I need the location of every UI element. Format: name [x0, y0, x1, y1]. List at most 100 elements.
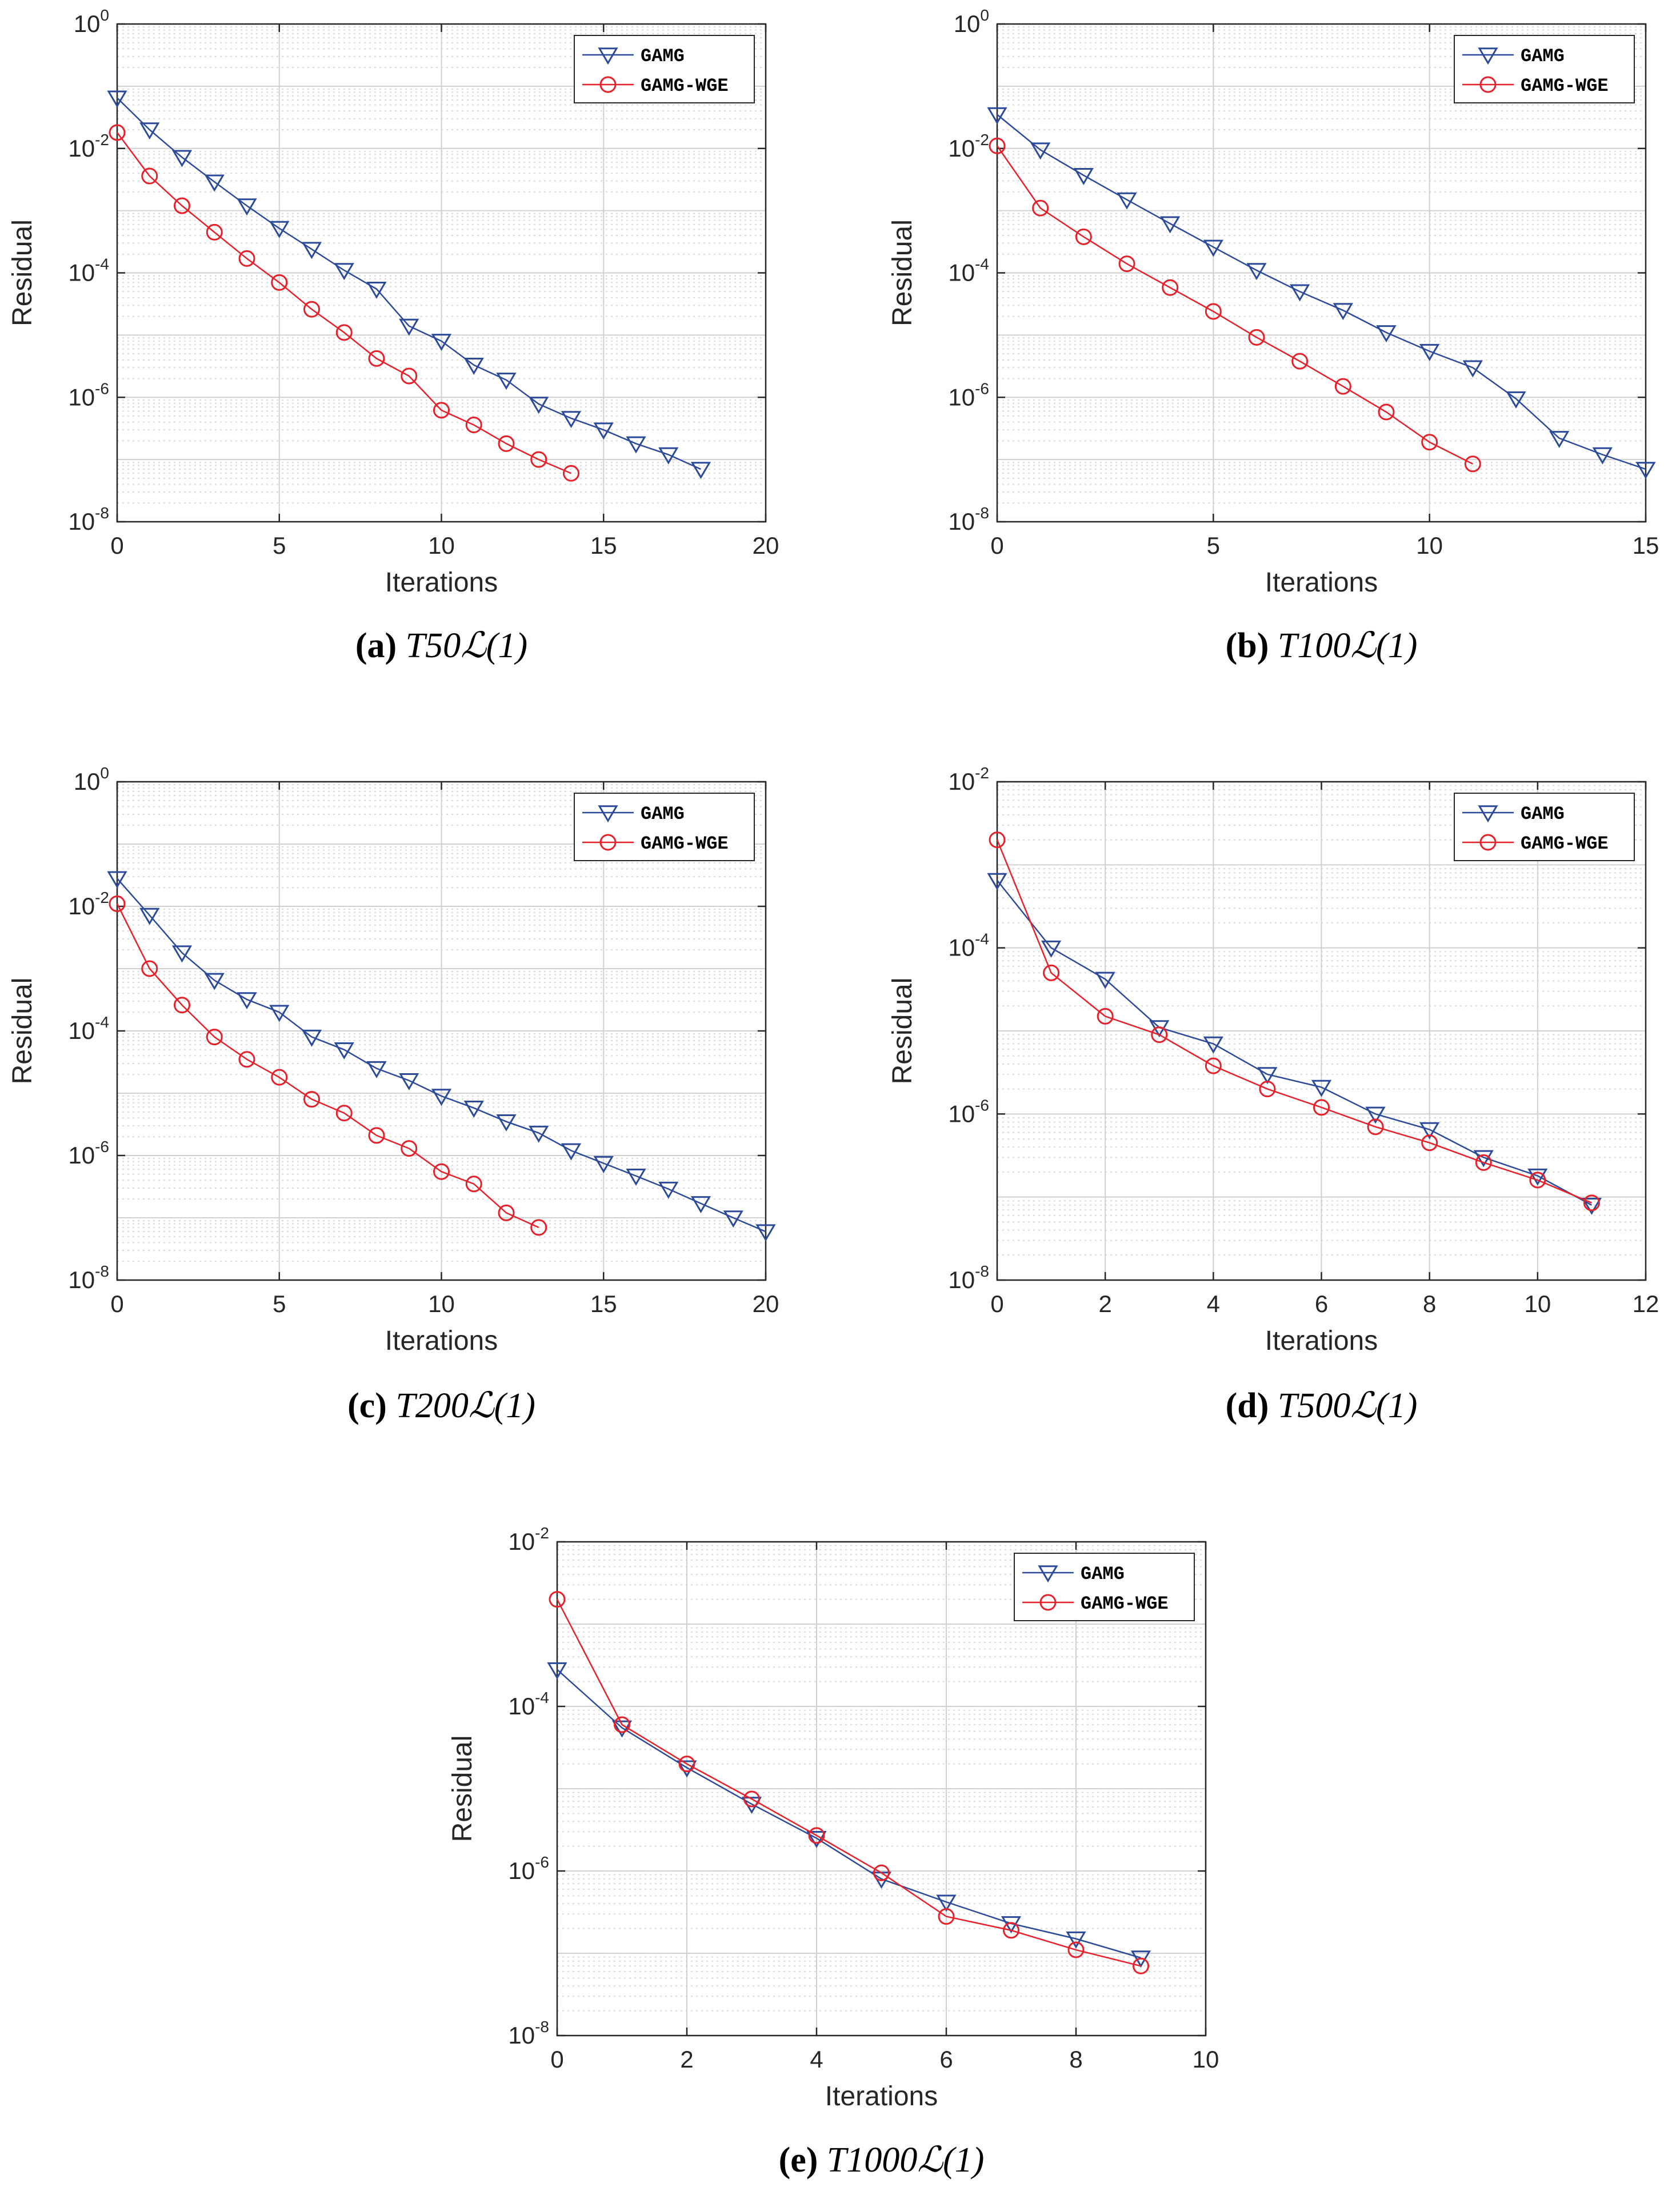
panel-c-caption: (c) T200ℒ(1) — [347, 1386, 535, 1425]
panel-b-gamg-point — [1333, 303, 1353, 321]
panel-c-gamg-wge-point — [465, 1176, 482, 1193]
panel-b-gamg-point — [1160, 216, 1181, 234]
panel-d-gamg-wge-point — [1043, 964, 1060, 981]
panel-a-gamg-point — [593, 422, 614, 440]
panel-d-gamg-point — [1311, 1079, 1332, 1097]
panel-a-x-tick-label: 20 — [753, 532, 779, 559]
panel-a-legend-gamg-wge-marker — [599, 76, 617, 93]
panel-c: 0 5 10 15 20 100 10-2 10-4 10-6 10-8 Iterations Res… — [7, 764, 779, 1425]
panel-c-gamg-point — [399, 1073, 419, 1090]
panel-b-gamg-wge-point — [1334, 378, 1351, 395]
panel-c-gamg-point — [529, 1125, 549, 1143]
panel-a-gamg-wge-point — [335, 324, 353, 341]
panel-e-y-axis-title: Residual — [447, 1736, 478, 1842]
panel-d-gamg-point — [1419, 1122, 1440, 1140]
panel-d-gamg-point — [1365, 1106, 1386, 1124]
panel-e-gamg-wge-point — [873, 1864, 890, 1881]
panel-c-gamg-point — [626, 1168, 646, 1186]
panel-a-gamg-point — [399, 318, 419, 336]
panel-d-legend-gamg-marker — [1478, 805, 1498, 823]
panel-c-gamg-wge-point — [303, 1091, 320, 1108]
panel-c-gamg-wge-point — [335, 1105, 353, 1122]
panel-d-gamg-line — [997, 879, 1593, 1206]
panel-a-gamg-point — [301, 242, 322, 259]
panel-a-gamg-point — [561, 411, 582, 429]
panel-e-x-axis-title: Iterations — [825, 2081, 938, 2112]
panel-d-legend-gamg-wge-marker — [1479, 834, 1497, 851]
panel-e-gamg-point — [611, 1720, 633, 1738]
panel-e-gamg-wge-line — [556, 1599, 1141, 1967]
panel-a-gamg-line — [117, 97, 702, 470]
panel-b-gamg-point — [1246, 263, 1267, 281]
panel-c-gamg-wge-point — [271, 1069, 288, 1086]
panel-c-gamg-point — [496, 1114, 517, 1132]
panel-c-x-tick-label: 15 — [590, 1290, 617, 1317]
panel-c-gamg-wge-point — [238, 1051, 255, 1068]
panel-e-x-tick-label: 2 — [680, 2046, 693, 2073]
panel-c-gamg-point — [139, 907, 160, 925]
panel-b-gamg-wge-point — [1032, 199, 1049, 217]
panel-c-gamg-wge-point — [401, 1140, 418, 1157]
panel-a-gamg-point — [690, 462, 711, 479]
panel-c-legend-gamg-label: GAMG — [641, 803, 685, 825]
panel-b-x-tick-label: 10 — [1416, 532, 1443, 559]
panel-a-gamg-wge-point — [563, 465, 579, 482]
panel-d-gamg-wge-point — [1313, 1099, 1330, 1116]
panel-d-gamg-point — [1095, 971, 1115, 989]
panel-d-x-tick-label: 4 — [1207, 1290, 1220, 1317]
panel-a-gamg-point — [626, 436, 646, 454]
panel-a-gamg-wge-point — [368, 350, 385, 367]
panel-e-y-tick-label: 10-6 — [508, 1853, 549, 1884]
panel-b-legend-gamg-wge-marker — [1479, 76, 1497, 93]
panel-b-x-axis-title: Iterations — [1265, 567, 1378, 598]
panel-c-gamg-point — [301, 1029, 322, 1047]
panel-d-x-tick-label: 6 — [1315, 1290, 1328, 1317]
panel-e-gamg-wge-point — [614, 1716, 630, 1733]
panel-d-gamg-wge-point — [1421, 1134, 1438, 1152]
panel-b-gamg-point — [1506, 391, 1526, 409]
panel-a-gamg-wge-line — [116, 132, 571, 474]
panel-c-gamg-wge-point — [368, 1127, 385, 1144]
panel-e: 0 2 4 6 8 10 10-2 10-4 10-6 10-8 Iterations Residua… — [447, 1524, 1219, 2180]
panel-c-gamg-wge-point — [206, 1029, 223, 1046]
panel-a-gamg-wge-point — [465, 417, 482, 434]
panel-a-gamg-point — [204, 174, 225, 192]
panel-b-gamg-point — [1376, 325, 1397, 343]
panel-a-gamg-wge-point — [498, 435, 515, 452]
panel-e-y-tick-label: 10-4 — [508, 1689, 549, 1720]
panel-e-gamg-point — [1130, 1950, 1151, 1968]
panel-a-legend-gamg-label: GAMG — [641, 46, 685, 67]
panel-a-gamg-point — [463, 358, 484, 375]
panel-b-x-tick-label: 5 — [1207, 532, 1220, 559]
panel-b-gamg-wge-line — [996, 145, 1473, 465]
panel-a-x-tick-label: 5 — [273, 532, 286, 559]
panel-e-axes-box — [556, 1541, 1207, 2037]
panel-c-gamg-wge-point — [498, 1204, 515, 1221]
panel-a-gamg-point — [366, 282, 387, 299]
panel-c-gamg-wge-point — [174, 997, 190, 1014]
panel-d-gamg-wge-line — [996, 839, 1592, 1204]
panel-c-legend: GAMG GAMG-WGE — [574, 793, 755, 861]
panel-b-gamg-point — [1462, 360, 1483, 378]
panel-b-y-tick-label: 10-4 — [948, 255, 989, 286]
panel-a-x-tick-label: 10 — [428, 532, 455, 559]
panel-c-gamg-point — [431, 1089, 452, 1106]
panel-c-legend-gamg-wge-label: GAMG-WGE — [641, 833, 729, 854]
panel-c-gamg-point — [561, 1143, 582, 1161]
panel-e-gamg-wge-point — [678, 1756, 695, 1773]
panel-a-y-tick-label: 10-2 — [68, 131, 109, 162]
panel-d-y-tick-label: 10-4 — [948, 930, 989, 961]
panel-d-y-tick-label: 10-2 — [948, 764, 989, 795]
panel-d-gamg-point — [987, 873, 1007, 890]
panel-d-y-axis-title: Residual — [887, 978, 918, 1085]
panel-e-legend-gamg-wge-marker — [1039, 1594, 1057, 1611]
panel-a-gamg-point — [237, 198, 257, 216]
panel-a-gamg-wge-point — [206, 223, 223, 241]
panel-b-y-tick-label: 100 — [954, 6, 989, 37]
panel-b-x-tick-label: 0 — [990, 532, 1003, 559]
panel-a-gamg-wge-point — [530, 451, 547, 468]
panel-c-gamg-point — [723, 1210, 743, 1228]
panel-a-x-tick-label: 15 — [590, 532, 617, 559]
panel-d-gamg-wge-point — [1583, 1194, 1600, 1212]
panel-a: 0 5 10 15 20 100 10-2 10-4 10-6 10-8 Iterations Res… — [7, 6, 779, 665]
